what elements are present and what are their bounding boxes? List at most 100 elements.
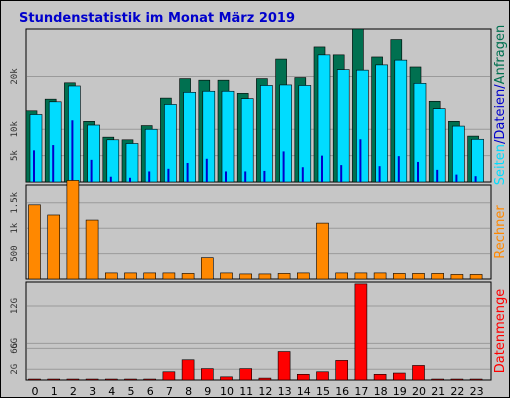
pages-bar <box>244 171 247 182</box>
x-tick-label: 5 <box>128 385 135 398</box>
datenmenge-bar <box>201 368 214 381</box>
x-tick-label: 23 <box>470 385 484 398</box>
x-tick-label: 8 <box>185 385 192 398</box>
files-bar <box>413 83 427 183</box>
pages-bar <box>71 120 74 182</box>
rechner-bar <box>28 204 41 280</box>
side-label-part: Dateien <box>493 89 508 140</box>
rechner-bar <box>469 274 483 280</box>
pages-bar <box>167 168 170 182</box>
chart-title: Stundenstatistik im Monat März 2019 <box>19 11 295 26</box>
x-tick-label: 22 <box>450 385 464 398</box>
pages-bar <box>263 170 266 182</box>
datenmenge-bar <box>412 365 425 381</box>
side-label-part: Seiten <box>493 144 508 185</box>
x-tick-label: 19 <box>393 385 407 398</box>
side-label-part: Datenmenge <box>493 289 508 373</box>
rechner-bar <box>392 273 406 280</box>
pages-bar <box>301 167 304 182</box>
files-bar <box>29 114 43 183</box>
x-tick-label: 17 <box>354 385 368 398</box>
files-bar <box>221 90 235 183</box>
panel-1-y-tick-label: 1k <box>10 222 20 233</box>
files-bar <box>144 128 158 183</box>
rechner-bar <box>220 272 233 280</box>
files-bar <box>394 59 408 183</box>
files-bar <box>471 138 484 183</box>
datenmenge-bar <box>162 371 176 381</box>
datenmenge-bar <box>316 371 329 381</box>
rechner-bar <box>66 180 80 280</box>
files-bar <box>202 90 216 183</box>
panel-0-y-tick-label: 10k <box>10 121 20 138</box>
rechner-bar <box>412 273 425 280</box>
pages-bar <box>455 174 458 182</box>
datenmenge-bar <box>220 376 233 381</box>
datenmenge-bar <box>277 351 291 381</box>
files-bar <box>260 85 273 183</box>
datenmenge-bar <box>450 378 464 381</box>
x-tick-label: 1 <box>51 385 58 398</box>
pages-bar <box>378 166 381 182</box>
x-tick-label: 0 <box>32 385 39 398</box>
files-bar <box>375 64 388 183</box>
files-bar <box>432 108 446 183</box>
pages-bar <box>474 176 477 182</box>
rechner-bar <box>181 273 195 280</box>
x-tick-label: 14 <box>297 385 311 398</box>
files-bar <box>317 54 331 183</box>
pages-bar <box>129 177 131 182</box>
x-tick-label: 2 <box>70 385 77 398</box>
pages-bar <box>225 171 227 182</box>
files-bar <box>48 101 62 183</box>
x-tick-label: 10 <box>220 385 234 398</box>
files-bar <box>240 98 254 183</box>
chart-panels: 5k10k20kSeiten/Dateien/Anfragen5001k1.5k… <box>10 25 508 398</box>
panel-1-plot-area <box>25 184 492 280</box>
rechner-bar <box>85 219 99 280</box>
datenmenge-bar <box>469 378 483 381</box>
rechner-bar <box>143 272 156 280</box>
panel-0-y-tick-label: 20k <box>10 68 20 85</box>
datenmenge-bar <box>85 378 99 381</box>
pages-bar <box>359 139 362 182</box>
pages-bar <box>282 151 285 182</box>
files-bar <box>87 124 100 183</box>
panel-1-y-tick-label: 500 <box>10 245 20 261</box>
panel-1-side-label: Rechner <box>493 205 508 259</box>
datenmenge-bar <box>143 378 156 381</box>
pages-bar <box>90 159 93 182</box>
rechner-bar <box>258 273 272 280</box>
rechner-bar <box>124 272 137 280</box>
panel-0-side-label: Seiten/Dateien/Anfragen <box>493 25 508 185</box>
panel-2-side-label: Datenmenge <box>493 289 508 373</box>
panel-2-y-tick-label: 12G <box>10 298 20 314</box>
pages-bar <box>436 169 439 182</box>
rechner-bar <box>431 273 445 280</box>
pages-bar <box>205 158 208 182</box>
panel-2-y-tick-label: 6G <box>10 338 20 349</box>
rechner-bar <box>296 272 310 280</box>
rechner-bar <box>450 274 464 280</box>
files-bar <box>183 92 196 183</box>
panel-1-y-tick-label: 1.5k <box>10 191 20 213</box>
pages-bar <box>417 161 419 182</box>
datenmenge-bar <box>373 374 387 381</box>
pages-bar <box>33 150 35 182</box>
x-tick-label: 13 <box>278 385 292 398</box>
pages-bar <box>109 176 112 182</box>
x-tick-label: 20 <box>412 385 426 398</box>
files-bar <box>164 104 177 183</box>
pages-bar <box>321 155 323 182</box>
datenmenge-bar <box>239 368 252 381</box>
datenmenge-bar <box>47 378 61 381</box>
pages-bar <box>52 145 55 182</box>
rechner-bar <box>354 272 368 280</box>
x-tick-label: 21 <box>431 385 445 398</box>
rechner-bar <box>47 214 61 280</box>
datenmenge-bar <box>105 378 118 381</box>
files-bar <box>356 69 369 183</box>
rechner-bar <box>373 272 387 280</box>
